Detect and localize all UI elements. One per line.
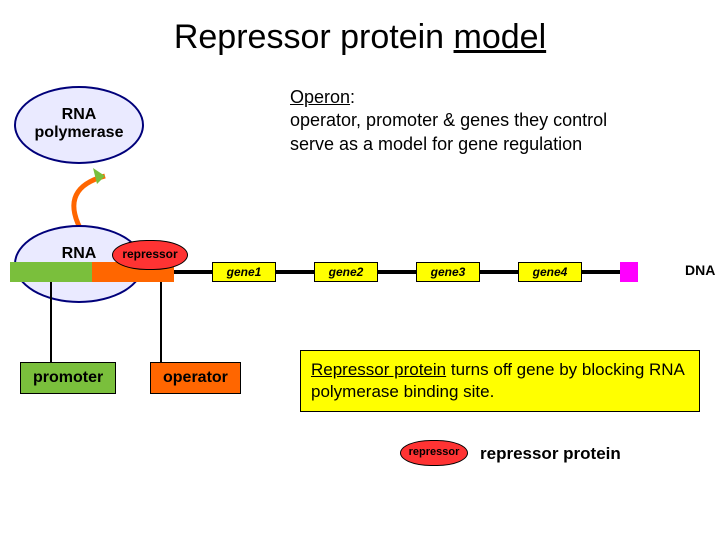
operator-pointer <box>160 282 162 362</box>
repressor-on-operator: repressor <box>112 240 188 270</box>
title-plain: Repressor protein <box>174 18 454 56</box>
explanation-underlined: Repressor protein <box>311 360 446 379</box>
dna-end-segment <box>620 262 638 282</box>
dna-gap <box>480 270 518 274</box>
rna-line2: polymerase <box>35 124 124 141</box>
gene2-segment: gene2 <box>314 262 378 282</box>
dna-gap <box>174 270 212 274</box>
operator-callout: operator <box>150 362 241 394</box>
promoter-segment <box>10 262 92 282</box>
dna-label: DNA <box>685 262 715 278</box>
promoter-callout: promoter <box>20 362 116 394</box>
operon-line2: serve as a model for gene regulation <box>290 134 582 154</box>
title-underlined: model <box>454 18 547 56</box>
promoter-pointer <box>50 282 52 362</box>
operon-heading: Operon <box>290 87 350 107</box>
repressor-legend-text: repressor protein <box>480 444 621 464</box>
gene1-segment: gene1 <box>212 262 276 282</box>
dna-track: gene1 gene2 gene3 gene4 <box>10 262 638 282</box>
title: Repressor protein model <box>0 18 720 57</box>
gene4-segment: gene4 <box>518 262 582 282</box>
dna-gap <box>582 270 620 274</box>
rna-line1: RNA <box>62 106 97 123</box>
dna-gap <box>276 270 314 274</box>
repressor-legend-shape: repressor <box>400 440 468 466</box>
dna-gap <box>378 270 416 274</box>
rna-b-line1: RNA <box>62 245 97 262</box>
gene3-segment: gene3 <box>416 262 480 282</box>
operon-line1: operator, promoter & genes they control <box>290 110 607 130</box>
explanation-box: Repressor protein turns off gene by bloc… <box>300 350 700 412</box>
operon-description: Operon: operator, promoter & genes they … <box>290 86 710 156</box>
rna-polymerase-top-label: RNA polymerase <box>14 106 144 142</box>
